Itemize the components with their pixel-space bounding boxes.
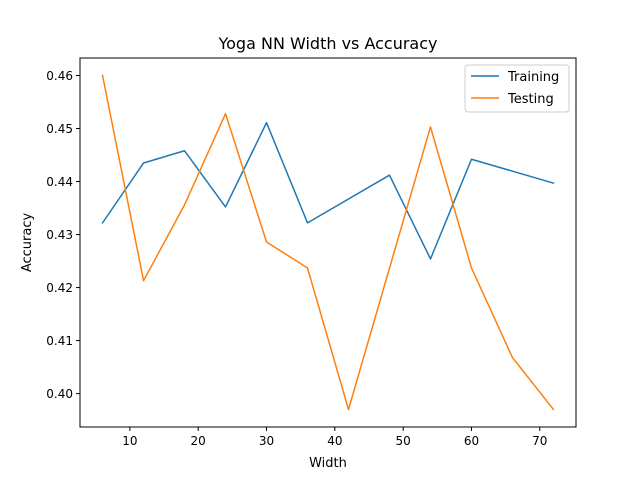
series-layer	[101, 74, 555, 411]
y-axis: 0.40 0.41 0.42 0.43 0.44 0.45 0.46	[46, 69, 80, 401]
x-axis-label: Width	[309, 456, 347, 471]
y-tick-label: 0.46	[46, 69, 73, 83]
y-tick-label: 0.45	[46, 122, 73, 136]
x-tick-label: 30	[259, 434, 274, 448]
y-axis-label: Accuracy	[20, 213, 35, 273]
legend-label-testing: Testing	[507, 92, 554, 107]
x-tick-label: 40	[327, 434, 342, 448]
y-tick-label: 0.43	[46, 228, 73, 242]
series-line-training	[101, 121, 555, 260]
y-tick-label: 0.44	[46, 175, 73, 189]
y-tick-label: 0.41	[46, 334, 73, 348]
chart-title: Yoga NN Width vs Accuracy	[217, 34, 437, 53]
x-tick-label: 50	[396, 434, 411, 448]
series-testing	[101, 74, 555, 411]
x-tick-label: 20	[191, 434, 206, 448]
x-tick-label: 70	[532, 434, 547, 448]
x-tick-label: 60	[464, 434, 479, 448]
y-tick-label: 0.40	[46, 387, 73, 401]
y-tick-label: 0.42	[46, 281, 73, 295]
legend: Training Testing	[464, 64, 570, 113]
x-tick-label: 10	[122, 434, 137, 448]
legend-label-training: Training	[507, 70, 559, 85]
plot-frame	[79, 57, 577, 428]
x-axis: 10 20 30 40 50 60 70	[122, 427, 547, 448]
series-training	[101, 121, 555, 260]
